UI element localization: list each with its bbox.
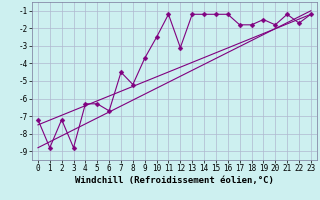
X-axis label: Windchill (Refroidissement éolien,°C): Windchill (Refroidissement éolien,°C): [75, 176, 274, 185]
